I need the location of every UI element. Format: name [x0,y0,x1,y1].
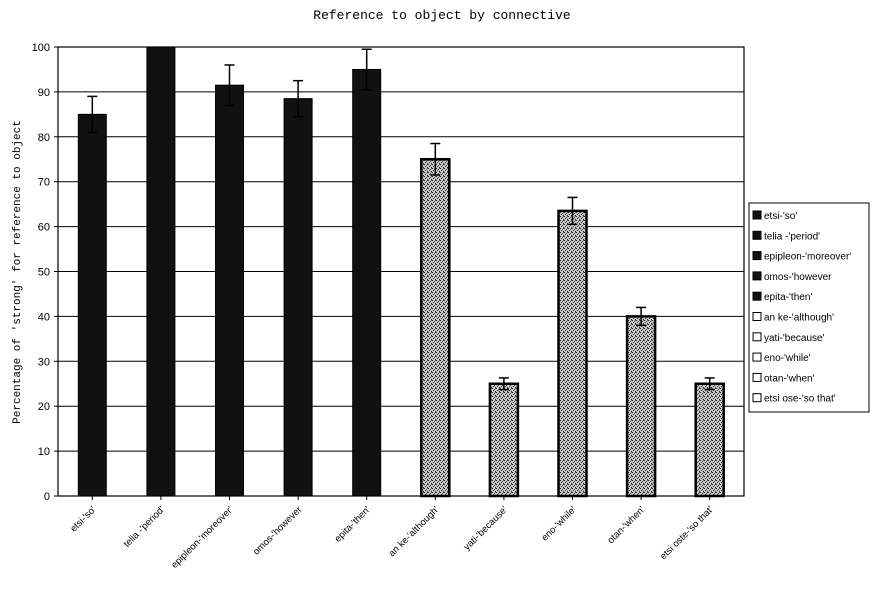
y-tick-label: 10 [38,446,50,458]
legend-label: etsi ose-'so that' [764,394,836,405]
plot-frame [57,46,745,497]
legend-label: otan-'when' [764,373,815,384]
axes [57,46,745,497]
legend-swatch [752,393,762,403]
legend-label: epita-'then' [764,292,812,303]
legend-label: epipleon-'moreover' [764,252,851,263]
legend: etsi-'so' telia -'period' epipleon-'moreov… [748,202,870,413]
x-tick-label: an ke-'although' [387,504,442,559]
bar [625,315,657,498]
y-tick-label: 60 [38,222,50,234]
legend-label: telia -'period' [764,231,820,242]
legend-swatch [752,291,762,301]
x-tick-label: telia -'period' [122,504,168,550]
y-tick-label: 70 [38,177,50,189]
legend-swatch [752,332,762,342]
error-bars [87,48,715,391]
legend-box [748,202,870,413]
x-tick-label: epipleon-'moreover' [169,504,235,570]
legend-swatch [752,271,762,281]
x-tick-label: epita-'then' [333,504,373,544]
x-tick-labels: etsi-'so' telia -'period' epipleon-'moreov… [68,496,716,571]
bar [77,113,107,497]
y-tick-label: 100 [32,42,50,54]
bar [488,382,520,498]
legend-label: yati-'because' [764,333,825,344]
x-tick-label: eno-'while' [540,504,579,543]
legend-swatch [752,312,762,321]
y-tick-labels: 0 10 20 30 40 50 60 70 80 90 100 [32,42,50,503]
bar [420,158,451,498]
x-tick-label: etsi-'so' [68,504,98,534]
legend-swatch [752,210,762,220]
legend-swatch [752,251,762,261]
legend-label: omos-'however [764,272,832,283]
y-tick-label: 50 [38,267,50,279]
legend-label: eno-'while' [764,353,811,364]
bar [215,84,244,497]
legend-swatch [752,352,762,362]
bar [557,209,588,498]
bar [694,382,725,498]
bar [283,98,313,497]
y-tick-label: 90 [38,87,50,99]
legend-swatch [752,372,762,382]
y-tick-label: 0 [44,491,50,503]
legend-swatch [752,230,762,240]
x-tick-label: omos-'however [251,504,304,557]
legend-label: an ke-'although' [764,313,834,324]
bar [146,46,176,497]
y-tick-label: 40 [38,311,50,323]
y-tick-label: 30 [38,356,50,368]
legend-label: etsi-'so' [764,211,797,222]
y-axis-label: Percentage of 'strong' for reference to … [12,120,24,424]
chart-title: Reference to object by connective [313,8,571,23]
x-tick-label: yati-'because' [462,504,511,553]
x-tick-label: otan-'when' [606,504,648,546]
bar [352,68,382,497]
x-tick-label: etsi oste-'so that' [658,504,716,562]
y-tick-label: 80 [38,132,50,144]
y-tick-label: 20 [38,401,50,413]
